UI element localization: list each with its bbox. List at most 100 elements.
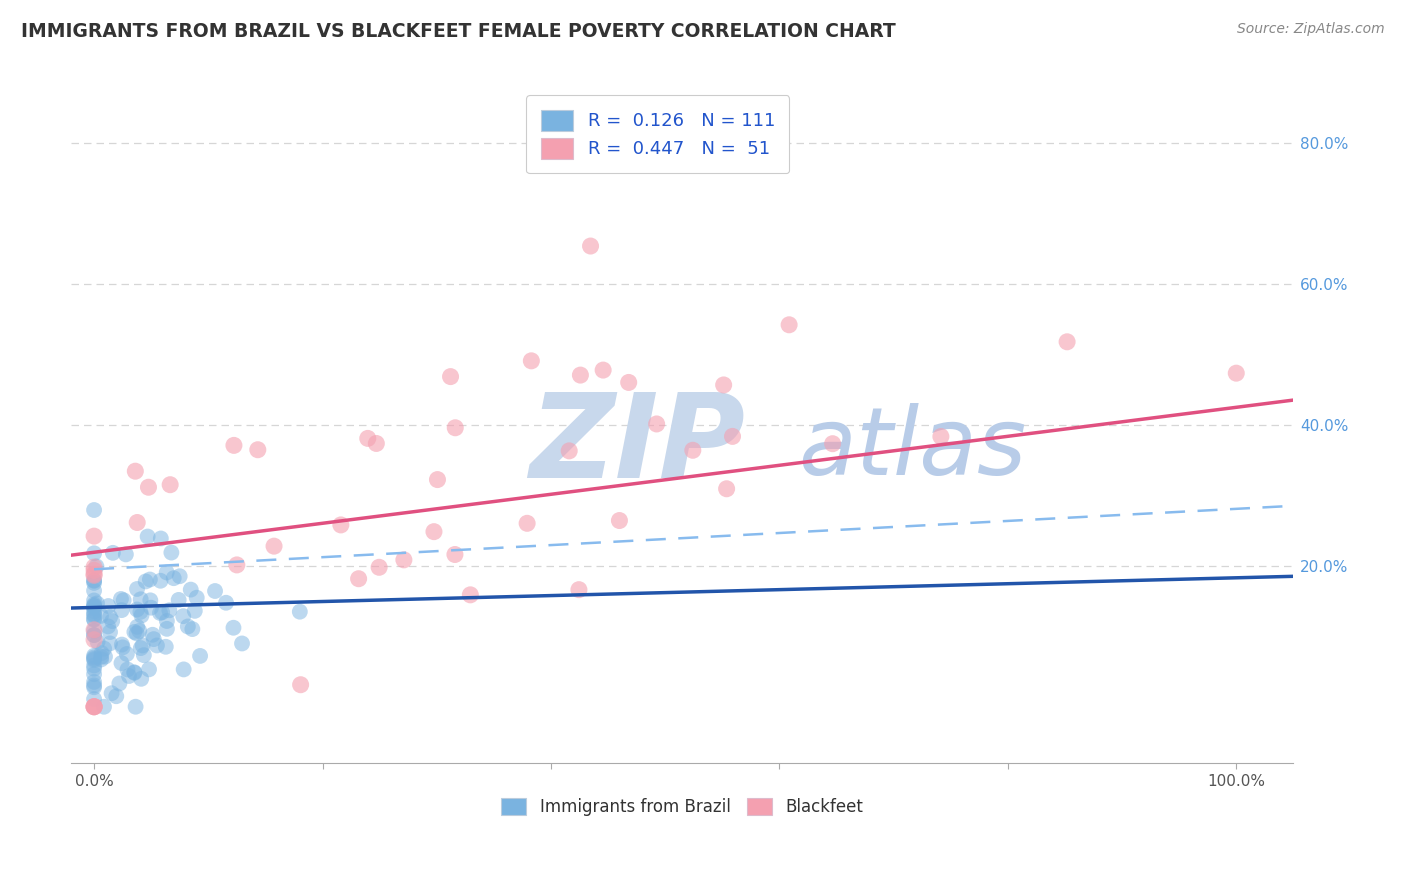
Point xyxy=(83,567,105,582)
Point xyxy=(1056,334,1078,349)
Point xyxy=(215,596,238,610)
Point xyxy=(138,480,160,494)
Point xyxy=(520,354,543,368)
Point xyxy=(83,667,105,681)
Point xyxy=(101,614,124,628)
Point xyxy=(231,636,253,650)
Point xyxy=(83,575,105,590)
Point xyxy=(444,421,467,435)
Point xyxy=(142,628,165,642)
Point xyxy=(131,608,153,623)
Point xyxy=(122,665,145,680)
Point xyxy=(347,572,370,586)
Point xyxy=(83,678,105,692)
Point xyxy=(83,628,105,642)
Text: IMMIGRANTS FROM BRAZIL VS BLACKFEET FEMALE POVERTY CORRELATION CHART: IMMIGRANTS FROM BRAZIL VS BLACKFEET FEMA… xyxy=(21,22,896,41)
Point xyxy=(149,606,172,620)
Point xyxy=(83,662,105,676)
Point xyxy=(83,612,105,626)
Point xyxy=(83,546,105,560)
Point xyxy=(139,593,162,607)
Point xyxy=(83,599,105,614)
Point xyxy=(111,603,134,617)
Point xyxy=(94,649,117,664)
Point xyxy=(83,608,105,623)
Point xyxy=(124,464,146,478)
Point xyxy=(138,662,160,676)
Point xyxy=(83,680,105,694)
Point xyxy=(568,582,591,597)
Point xyxy=(246,442,269,457)
Point xyxy=(645,417,668,431)
Point xyxy=(111,638,134,652)
Point xyxy=(444,548,467,562)
Text: atlas: atlas xyxy=(799,403,1026,494)
Point xyxy=(569,368,592,383)
Point xyxy=(90,646,112,660)
Point xyxy=(83,503,105,517)
Point xyxy=(290,678,312,692)
Point xyxy=(716,482,738,496)
Point xyxy=(110,656,132,670)
Point xyxy=(83,699,105,714)
Point xyxy=(90,652,112,666)
Point xyxy=(83,593,105,607)
Point xyxy=(83,632,105,647)
Point xyxy=(186,591,208,605)
Point xyxy=(83,650,105,665)
Point xyxy=(90,608,112,623)
Point xyxy=(83,653,105,667)
Point xyxy=(115,647,138,661)
Point xyxy=(98,636,121,650)
Point xyxy=(184,604,207,618)
Point xyxy=(125,602,148,616)
Point xyxy=(392,553,415,567)
Point xyxy=(93,699,115,714)
Text: ZIP: ZIP xyxy=(530,387,745,502)
Point xyxy=(83,583,105,598)
Point xyxy=(111,640,134,655)
Point xyxy=(558,443,581,458)
Point xyxy=(98,610,121,624)
Point xyxy=(115,548,138,562)
Point xyxy=(83,613,105,627)
Point xyxy=(139,600,162,615)
Point xyxy=(778,318,800,332)
Point xyxy=(129,672,152,686)
Point xyxy=(125,582,148,596)
Point xyxy=(83,601,105,615)
Text: Source: ZipAtlas.com: Source: ZipAtlas.com xyxy=(1237,22,1385,37)
Point xyxy=(222,438,245,452)
Point xyxy=(83,699,105,714)
Point xyxy=(173,662,195,676)
Point xyxy=(204,584,226,599)
Point xyxy=(98,625,121,640)
Point xyxy=(150,605,173,619)
Point xyxy=(101,546,124,560)
Point xyxy=(159,477,181,491)
Point xyxy=(97,599,120,613)
Point xyxy=(125,626,148,640)
Point xyxy=(124,699,146,714)
Point xyxy=(83,563,105,577)
Point xyxy=(460,588,482,602)
Point xyxy=(929,429,952,443)
Point xyxy=(83,574,105,588)
Point xyxy=(90,649,112,664)
Legend: Immigrants from Brazil, Blackfeet: Immigrants from Brazil, Blackfeet xyxy=(495,791,870,822)
Point xyxy=(105,690,128,704)
Point xyxy=(83,623,105,637)
Point xyxy=(592,363,614,377)
Point xyxy=(118,669,141,683)
Point xyxy=(160,545,183,559)
Point xyxy=(83,598,105,612)
Point xyxy=(83,658,105,673)
Point xyxy=(156,566,179,580)
Point xyxy=(617,376,640,390)
Point xyxy=(93,641,115,656)
Point xyxy=(167,593,190,607)
Point xyxy=(682,443,704,458)
Point xyxy=(821,436,844,450)
Point xyxy=(83,529,105,543)
Point xyxy=(368,560,391,574)
